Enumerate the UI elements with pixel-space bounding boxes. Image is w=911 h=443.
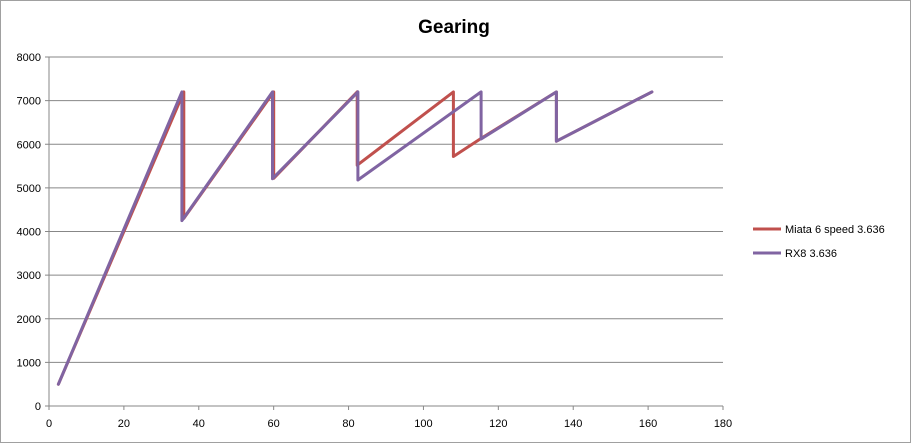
y-tick-label-4000: 4000 [17, 227, 41, 239]
y-tick-label-8000: 8000 [17, 52, 41, 64]
legend-label-1: Miata 6 speed 3.636 [785, 224, 885, 236]
plot-series [56, 90, 654, 386]
series-line-1 [56, 90, 654, 386]
y-axis-tick-labels: 0 1000 2000 3000 4000 5000 6000 7000 8000 [17, 52, 41, 413]
x-tick-label-140: 140 [564, 418, 582, 430]
x-tick-label-60: 60 [268, 418, 280, 430]
y-tick-label-0: 0 [35, 401, 41, 413]
y-tick-label-7000: 7000 [17, 96, 41, 108]
y-tick-label-1000: 1000 [17, 357, 41, 369]
x-tick-label-120: 120 [489, 418, 507, 430]
y-tick-label-2000: 2000 [17, 314, 41, 326]
legend: Miata 6 speed 3.636 RX8 3.636 [753, 224, 885, 260]
axes [45, 56, 724, 410]
x-tick-label-20: 20 [118, 418, 130, 430]
legend-label-2: RX8 3.636 [785, 248, 837, 260]
grid-lines [49, 56, 723, 363]
y-tick-label-5000: 5000 [17, 183, 41, 195]
x-tick-label-80: 80 [342, 418, 354, 430]
y-tick-label-6000: 6000 [17, 139, 41, 151]
x-tick-label-40: 40 [193, 418, 205, 430]
x-tick-label-180: 180 [714, 418, 732, 430]
x-axis-tick-labels: 0 20 40 60 80 100 120 140 160 180 [46, 418, 732, 430]
y-tick-label-3000: 3000 [17, 270, 41, 282]
x-tick-label-160: 160 [639, 418, 657, 430]
series-line-2 [56, 90, 654, 386]
x-tick-label-0: 0 [46, 418, 52, 430]
x-tick-label-100: 100 [414, 418, 432, 430]
chart-title: Gearing [418, 17, 490, 38]
